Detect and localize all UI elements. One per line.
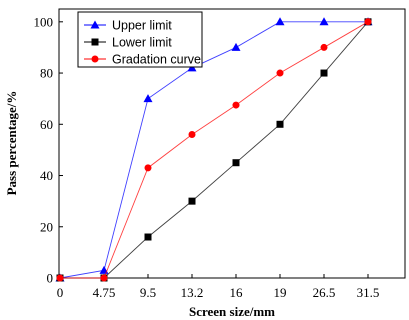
- data-point: [319, 17, 329, 26]
- plot-frame: [58, 8, 406, 279]
- data-point: [364, 18, 372, 26]
- data-point: [320, 43, 328, 51]
- axis-ticks: 0 4.75 9.5 13.2 16 19 26.5 31.5 0 20 40 60 80 100: [34, 14, 380, 300]
- data-point: [144, 233, 152, 241]
- data-point: [91, 55, 99, 63]
- y-tick-label: 100: [34, 14, 54, 29]
- data-point: [91, 38, 99, 46]
- series-line: [60, 21, 369, 279]
- legend-box: [77, 11, 203, 68]
- data-point: [56, 274, 64, 282]
- data-point: [232, 101, 240, 109]
- data-point: [276, 120, 284, 128]
- legend-label: Gradation curve: [112, 53, 201, 67]
- x-tick-label: 31.5: [357, 285, 380, 300]
- x-tick-label: 4.75: [93, 285, 116, 300]
- data-point: [320, 69, 328, 77]
- y-tick-label: 0: [47, 271, 54, 286]
- data-point: [188, 131, 196, 139]
- legend-label: Upper limit: [112, 19, 172, 33]
- data-point: [100, 274, 108, 282]
- data-point: [275, 17, 285, 26]
- data-point: [144, 164, 152, 172]
- data-point: [90, 20, 100, 29]
- legend: Upper limit Lower limit Gradation curve: [77, 11, 203, 68]
- series-line: [60, 21, 369, 279]
- x-tick-label: 16: [230, 285, 244, 300]
- x-tick-label: 19: [274, 285, 287, 300]
- data-point: [231, 42, 241, 51]
- series-line: [59, 21, 368, 279]
- data-point: [276, 69, 284, 77]
- y-tick-label: 40: [40, 168, 53, 183]
- data-point: [143, 94, 153, 103]
- x-tick-label: 13.2: [181, 285, 204, 300]
- x-tick-label: 9.5: [140, 285, 156, 300]
- series-layer: [55, 17, 373, 282]
- y-tick-label: 80: [40, 66, 53, 81]
- x-tick-label: 0: [57, 285, 64, 300]
- legend-label: Lower limit: [112, 36, 172, 50]
- y-axis-title: Pass percentage/%: [4, 91, 19, 196]
- series-gradation-curve: [56, 18, 372, 282]
- x-axis-title: Screen size/mm: [189, 304, 275, 319]
- x-tick-label: 26.5: [313, 285, 336, 300]
- data-point: [232, 159, 240, 167]
- data-point: [188, 197, 196, 205]
- y-tick-label: 20: [40, 219, 53, 234]
- y-tick-label: 60: [40, 117, 53, 132]
